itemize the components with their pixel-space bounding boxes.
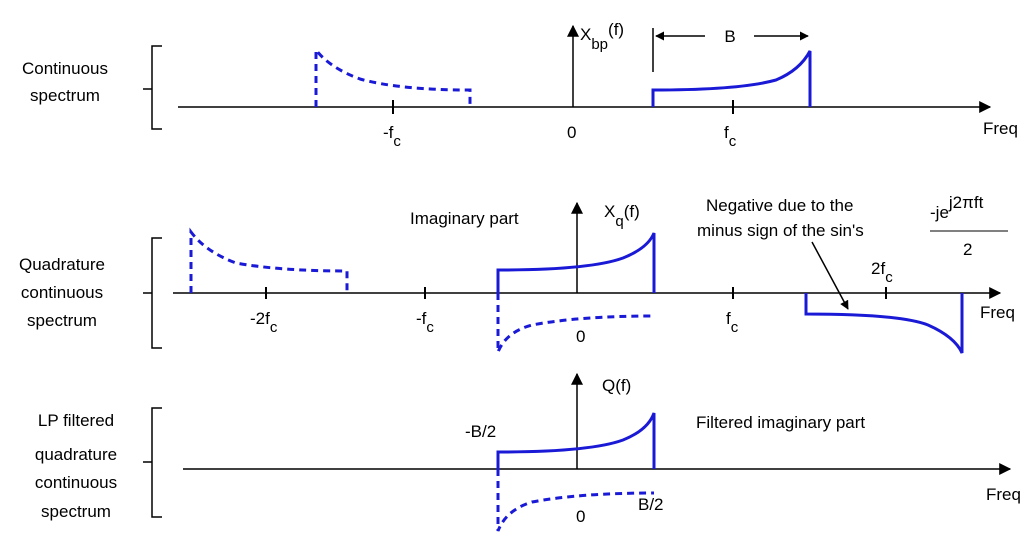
tick-label-zero: 0 bbox=[576, 507, 585, 526]
row-label-line: quadrature bbox=[35, 445, 117, 464]
row-label-line: spectrum bbox=[30, 86, 100, 105]
row-label-line: Quadrature bbox=[19, 255, 105, 274]
tick-label-fc: fc bbox=[724, 123, 737, 150]
row-label-line: spectrum bbox=[27, 311, 97, 330]
tick-label-zero: 0 bbox=[567, 123, 576, 142]
annotation-line: minus sign of the sin's bbox=[697, 221, 864, 240]
panel-continuous-spectrum: Continuous spectrum Freq -fc 0 fc Xbp(f)… bbox=[22, 20, 1018, 150]
axis-label: Freq bbox=[983, 119, 1018, 138]
formula-denominator: 2 bbox=[963, 240, 972, 259]
baseband-lower-spectrum bbox=[496, 293, 655, 353]
neg-2fc-band-spectrum bbox=[189, 227, 349, 293]
negative-band-spectrum bbox=[314, 45, 472, 107]
filtered-part-label: Filtered imaginary part bbox=[696, 413, 865, 432]
pos-2fc-band-spectrum bbox=[804, 293, 964, 354]
spectrum-title: Xq(f) bbox=[604, 202, 640, 230]
row-label-line: continuous bbox=[35, 473, 117, 492]
axis-label: Freq bbox=[980, 303, 1015, 322]
lower-band-edge-label: -B/2 bbox=[465, 422, 496, 441]
row-label-line: continuous bbox=[21, 283, 103, 302]
annotation-pointer bbox=[811, 241, 849, 310]
formula-numerator: -jej2πft bbox=[930, 193, 984, 222]
row-bracket bbox=[143, 45, 162, 130]
tick-label-neg-2fc: -2fc bbox=[250, 309, 278, 336]
spectrum-title: Q(f) bbox=[602, 376, 631, 395]
positive-band-spectrum bbox=[651, 50, 812, 107]
tick-label-neg-fc: -fc bbox=[416, 309, 434, 336]
tick-label-2fc: 2fc bbox=[871, 259, 893, 286]
row-bracket bbox=[143, 237, 162, 349]
imaginary-part-label: Imaginary part bbox=[410, 209, 519, 228]
tick-label-fc: fc bbox=[726, 309, 739, 336]
baseband-upper-spectrum bbox=[496, 232, 656, 293]
panel-quadrature-spectrum: Quadrature continuous spectrum Freq -2fc… bbox=[19, 193, 1015, 354]
filtered-upper-spectrum bbox=[496, 412, 656, 469]
row-label-line: LP filtered bbox=[38, 411, 114, 430]
tick-label-zero: 0 bbox=[576, 327, 585, 346]
upper-band-edge-label: B/2 bbox=[638, 495, 664, 514]
tick-label-neg-fc: -fc bbox=[383, 123, 401, 150]
row-bracket bbox=[143, 407, 162, 518]
panel-lp-filtered-spectrum: LP filtered quadrature continuous spectr… bbox=[35, 372, 1021, 532]
spectrum-title: Xbp(f) bbox=[580, 20, 624, 53]
annotation-line: Negative due to the bbox=[706, 196, 853, 215]
row-label-line: Continuous bbox=[22, 59, 108, 78]
row-label-line: spectrum bbox=[41, 502, 111, 521]
filtered-lower-spectrum bbox=[496, 469, 655, 532]
axis-label: Freq bbox=[986, 485, 1021, 504]
bandwidth-label: B bbox=[724, 27, 735, 46]
